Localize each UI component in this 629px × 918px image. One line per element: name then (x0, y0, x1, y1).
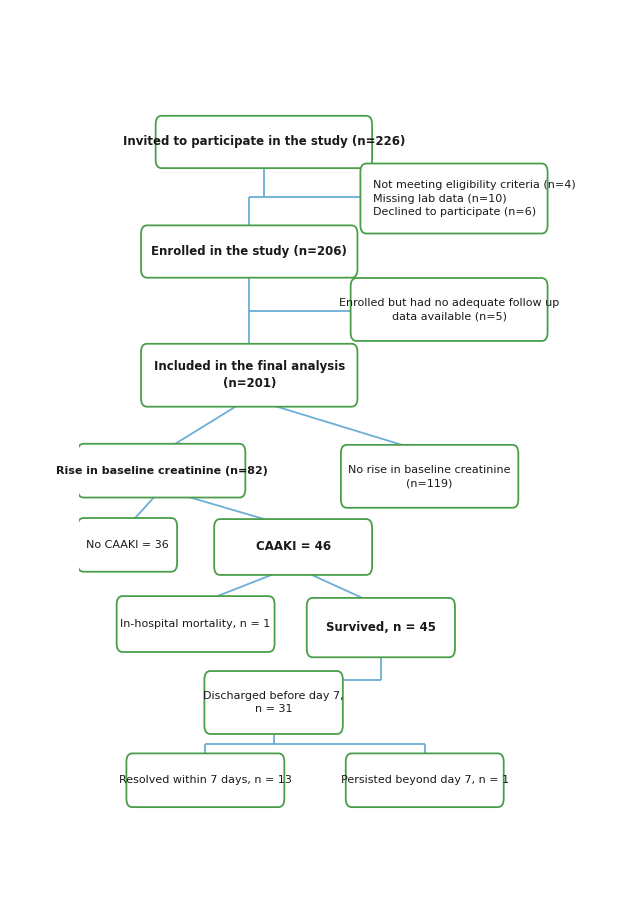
FancyBboxPatch shape (341, 445, 518, 508)
FancyBboxPatch shape (155, 116, 372, 168)
FancyBboxPatch shape (350, 278, 548, 341)
Text: Persisted beyond day 7, n = 1: Persisted beyond day 7, n = 1 (341, 776, 509, 785)
Text: Enrolled but had no adequate follow up
data available (n=5): Enrolled but had no adequate follow up d… (339, 297, 559, 321)
Text: Enrolled in the study (n=206): Enrolled in the study (n=206) (152, 245, 347, 258)
Text: Survived, n = 45: Survived, n = 45 (326, 621, 436, 634)
FancyBboxPatch shape (116, 596, 275, 652)
Text: Invited to participate in the study (n=226): Invited to participate in the study (n=2… (123, 136, 405, 149)
FancyBboxPatch shape (141, 226, 357, 277)
FancyBboxPatch shape (77, 518, 177, 572)
FancyBboxPatch shape (126, 754, 284, 807)
Text: In-hospital mortality, n = 1: In-hospital mortality, n = 1 (121, 619, 270, 629)
FancyBboxPatch shape (141, 343, 357, 407)
Text: No rise in baseline creatinine
(n=119): No rise in baseline creatinine (n=119) (348, 465, 511, 488)
FancyBboxPatch shape (307, 598, 455, 657)
Text: Not meeting eligibility criteria (n=4)
Missing lab data (n=10)
Declined to parti: Not meeting eligibility criteria (n=4) M… (373, 180, 576, 218)
Text: No CAAKI = 36: No CAAKI = 36 (86, 540, 169, 550)
FancyBboxPatch shape (77, 443, 245, 498)
Text: Resolved within 7 days, n = 13: Resolved within 7 days, n = 13 (119, 776, 292, 785)
Text: Included in the final analysis
(n=201): Included in the final analysis (n=201) (153, 360, 345, 390)
FancyBboxPatch shape (214, 519, 372, 575)
Text: CAAKI = 46: CAAKI = 46 (255, 541, 331, 554)
Text: Discharged before day 7,
n = 31: Discharged before day 7, n = 31 (203, 690, 344, 714)
FancyBboxPatch shape (360, 163, 548, 233)
FancyBboxPatch shape (204, 671, 343, 734)
FancyBboxPatch shape (346, 754, 504, 807)
Text: Rise in baseline creatinine (n=82): Rise in baseline creatinine (n=82) (55, 465, 267, 476)
